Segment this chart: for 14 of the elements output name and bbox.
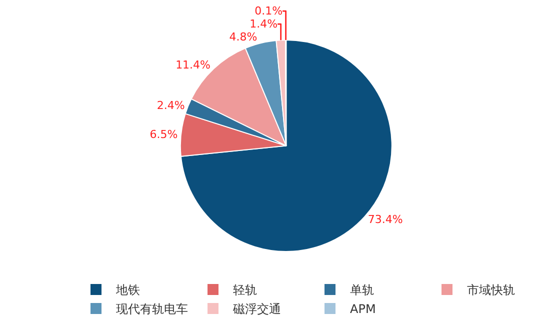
legend-label: 磁浮交通: [232, 302, 281, 316]
legend-label: 轻轨: [233, 283, 257, 298]
data-label: 11.4%: [176, 58, 211, 72]
data-label: 0.1%: [254, 4, 283, 18]
data-label: 6.5%: [150, 128, 178, 142]
data-label: 73.4%: [368, 213, 403, 226]
legend-label: 单轨: [350, 283, 374, 298]
data-label: 4.8%: [229, 30, 258, 44]
legend-label: 市域快轨: [467, 283, 515, 298]
data-label: 1.4%: [250, 18, 278, 31]
legend-label: 地铁: [115, 283, 140, 298]
legend-label: 现代有轨电车: [116, 302, 188, 316]
legend-label: APM: [350, 302, 376, 316]
data-label: 2.4%: [156, 98, 185, 112]
